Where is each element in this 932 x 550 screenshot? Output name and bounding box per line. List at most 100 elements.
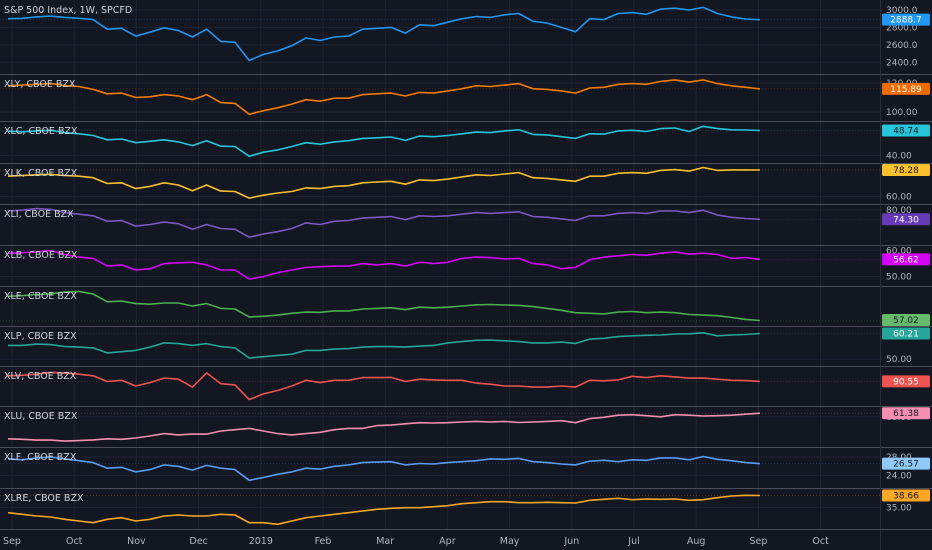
pane-label: XLC, CBOE BZX <box>4 126 78 137</box>
time-axis-tick: May <box>500 536 520 547</box>
last-value-badge: 48.74 <box>882 124 930 137</box>
last-value-badge: 90.55 <box>882 375 930 388</box>
pane-12[interactable]: 35.00 38.66 XLRE, CBOE BZX <box>0 489 930 526</box>
pane-3[interactable]: 40.00 48.74 XLC, CBOE BZX <box>0 124 932 164</box>
time-axis-tick: Feb <box>315 536 332 547</box>
last-value-badge-bg <box>882 253 930 266</box>
last-value-badge-bg <box>882 13 930 26</box>
last-value-label: 60.21 <box>893 330 919 340</box>
last-value-label: 90.55 <box>893 377 919 387</box>
price-scale-tick: 60.00 <box>886 247 912 257</box>
last-value-badge-bg <box>882 213 930 226</box>
pane-6[interactable]: 60.00 50.00 56.62 XLB, CBOE BZX <box>0 247 932 287</box>
pane-label: XLRE, CBOE BZX <box>4 493 84 504</box>
last-value-badge-bg <box>882 314 930 326</box>
series-line[interactable] <box>7 371 761 401</box>
last-value-label: 115.89 <box>890 85 922 95</box>
last-value-badge-bg <box>882 164 930 176</box>
price-scale-tick: 2600.0 <box>886 41 918 51</box>
last-value-badge: 56.62 <box>882 253 930 266</box>
time-axis-tick: Aug <box>687 536 706 547</box>
last-value-badge: 60.21 <box>882 327 930 340</box>
last-value-badge-bg <box>882 407 930 420</box>
pane-label: XLY, CBOE BZX <box>4 79 76 90</box>
series-line[interactable] <box>7 79 761 116</box>
pane-label: XLP, CBOE BZX <box>4 331 77 342</box>
series-line[interactable] <box>7 207 761 238</box>
pane-label: XLE, CBOE BZX <box>4 291 77 302</box>
time-axis-tick: Apr <box>439 536 456 547</box>
last-value-label: 57.02 <box>893 316 919 326</box>
series-line[interactable] <box>7 166 761 199</box>
last-value-label: 26.57 <box>893 460 919 470</box>
last-value-badge-bg <box>882 457 930 470</box>
last-value-label: 2888.7 <box>890 16 922 26</box>
time-axis-tick: Oct <box>66 536 83 547</box>
series-line[interactable] <box>7 412 761 442</box>
last-value-label: 78.28 <box>893 166 919 176</box>
pane-label: XLU, CBOE BZX <box>4 411 78 422</box>
series-line[interactable] <box>8 331 761 359</box>
last-value-badge: 74.30 <box>882 213 930 226</box>
price-scale-tick: 50.00 <box>886 273 912 283</box>
price-scale-tick: 2800.0 <box>886 23 918 33</box>
series-line[interactable] <box>7 455 761 482</box>
pane-9[interactable]: 90.55 XLV, CBOE BZX <box>0 371 932 407</box>
last-value-label: 74.30 <box>893 215 919 225</box>
series-line[interactable] <box>7 290 761 322</box>
time-axis-tick: Oct <box>812 536 829 547</box>
price-scale-tick: 3000.0 <box>886 6 918 16</box>
price-scale-tick: 35.00 <box>886 504 912 514</box>
last-value-badge: 38.66 <box>882 489 930 502</box>
last-value-badge: 2888.7 <box>882 13 930 26</box>
price-scale-tick: 24.00 <box>886 472 912 482</box>
series-line[interactable] <box>7 125 761 158</box>
price-scale-tick: 100.00 <box>886 108 918 118</box>
time-axis-tick: Jun <box>563 536 579 547</box>
time-axis-tick: Sep <box>749 536 767 547</box>
time-axis-tick: Mar <box>376 536 394 547</box>
last-value-badge: 78.28 <box>882 164 930 176</box>
last-value-badge: 26.57 <box>882 457 930 470</box>
series-line[interactable] <box>7 494 761 526</box>
last-value-badge: 115.89 <box>882 82 930 95</box>
pane-label: XLI, CBOE BZX <box>4 209 74 220</box>
last-value-badge-bg <box>882 327 930 340</box>
last-value-badge-bg <box>882 375 930 388</box>
pane-1[interactable]: 3000.0 2800.0 2600.0 2400.0 2888.7 S&P 500 In… <box>0 5 932 75</box>
pane-label: XLK, CBOE BZX <box>4 168 78 179</box>
last-value-badge-bg <box>882 124 930 137</box>
vertical-grid <box>11 0 822 529</box>
time-axis-tick: 2019 <box>249 536 273 547</box>
last-value-badge-bg <box>882 489 930 502</box>
pane-7[interactable]: 57.02 XLE, CBOE BZX <box>0 290 932 327</box>
last-value-label: 61.38 <box>893 409 919 419</box>
pane-label: S&P 500 Index, 1W, SPCFD <box>4 5 132 16</box>
pane-8[interactable]: 50.00 60.21 XLP, CBOE BZX <box>0 327 932 367</box>
time-axis-tick: Nov <box>127 536 146 547</box>
price-scale-tick: 60.00 <box>886 193 912 203</box>
last-value-badge: 57.02 <box>882 314 930 326</box>
price-scale-tick: 50.00 <box>886 355 912 365</box>
pane-label: XLB, CBOE BZX <box>4 250 78 261</box>
pane-4[interactable]: 60.00 78.28 XLK, CBOE BZX <box>0 164 932 205</box>
price-scale-tick: 2400.0 <box>886 58 918 68</box>
series-line[interactable] <box>7 249 761 280</box>
series-line[interactable] <box>7 6 761 62</box>
pane-label: XLF, CBOE BZX <box>4 452 77 463</box>
time-axis-tick: Sep <box>3 536 21 547</box>
time-axis-tick: Jul <box>627 536 639 547</box>
last-value-label: 38.66 <box>893 491 919 501</box>
pane-label: XLV, CBOE BZX <box>4 371 77 382</box>
last-value-label: 56.62 <box>893 255 919 265</box>
time-axis-tick: Dec <box>189 536 207 547</box>
price-scale-tick: 40.00 <box>886 152 912 162</box>
last-value-label: 48.74 <box>893 127 919 137</box>
time-axis[interactable]: Sep Oct Nov Dec 2019 Feb Mar Apr May Jun Jul Aug Sep… <box>3 536 829 547</box>
